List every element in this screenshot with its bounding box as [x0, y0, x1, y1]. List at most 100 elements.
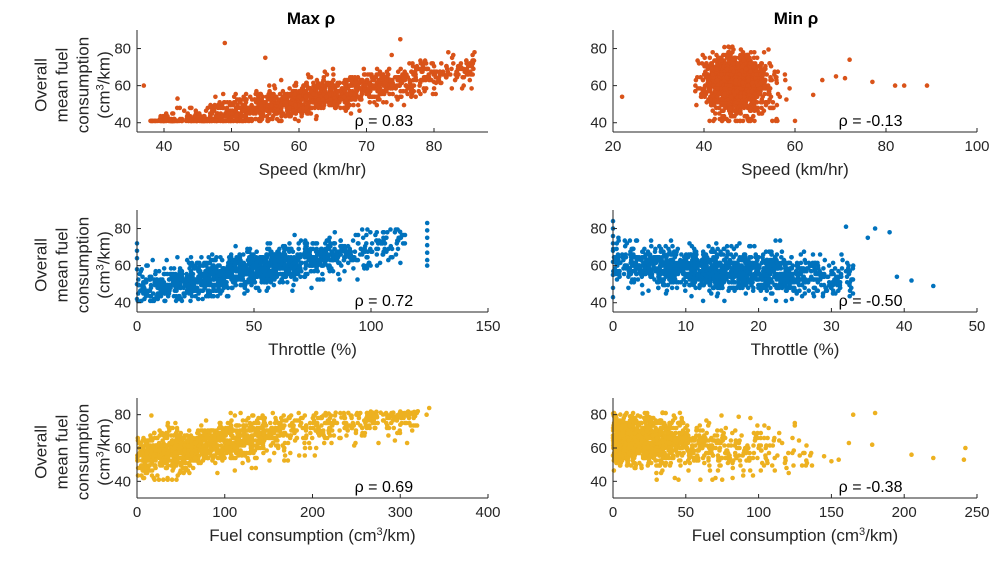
data-point [309, 285, 314, 291]
data-point [311, 80, 316, 86]
data-point [298, 238, 304, 243]
data-point [407, 83, 413, 88]
data-point [743, 66, 749, 72]
data-point [277, 91, 283, 97]
data-point [802, 285, 807, 291]
data-point [376, 77, 382, 83]
data-point [726, 118, 732, 124]
data-point [394, 75, 400, 80]
data-point [621, 271, 627, 277]
data-point [775, 69, 781, 74]
data-point [756, 91, 761, 97]
data-point [451, 61, 456, 66]
data-point [347, 254, 352, 260]
x-tick-label: 100 [358, 318, 383, 335]
data-point [285, 280, 290, 285]
data-point [431, 86, 437, 91]
data-point [354, 86, 359, 91]
data-point [253, 91, 258, 97]
data-point [833, 74, 839, 79]
data-point [212, 118, 218, 124]
data-point [144, 263, 149, 268]
data-point [714, 252, 720, 257]
data-point [332, 246, 337, 252]
data-point [699, 94, 705, 100]
data-point [472, 50, 477, 55]
data-point [252, 263, 257, 268]
data-point [619, 94, 625, 100]
data-point [727, 105, 733, 111]
data-point [168, 266, 174, 271]
data-point [381, 100, 386, 105]
data-point [416, 88, 422, 94]
data-point [711, 118, 716, 124]
data-point [403, 88, 409, 94]
y-tick-label: 60 [114, 78, 131, 95]
data-point [761, 50, 767, 55]
data-point [393, 86, 399, 91]
data-point [377, 97, 382, 102]
data-point [752, 50, 757, 55]
y-tick-label: 80 [114, 221, 131, 238]
data-point [792, 118, 798, 124]
data-point [327, 91, 332, 97]
data-point [254, 108, 260, 113]
data-point [426, 75, 432, 80]
data-point [431, 63, 437, 69]
data-point [202, 285, 207, 291]
data-point [161, 271, 167, 277]
y-tick-label: 40 [114, 115, 131, 132]
data-point [839, 274, 844, 280]
data-point [414, 77, 419, 83]
data-point [335, 88, 341, 94]
data-point [362, 266, 367, 271]
data-point [657, 263, 663, 268]
data-point [626, 285, 631, 291]
data-point [201, 263, 206, 268]
data-point [307, 254, 312, 260]
data-point [410, 63, 416, 69]
data-point [182, 282, 188, 288]
data-point [359, 91, 365, 97]
data-point [765, 91, 771, 97]
data-point [709, 61, 715, 66]
data-point [839, 266, 845, 271]
data-point [774, 80, 780, 86]
x-tick-label: 0 [133, 318, 141, 335]
data-point [742, 102, 748, 108]
data-point [261, 254, 266, 260]
data-point [170, 280, 176, 285]
data-point [356, 241, 361, 246]
data-point [140, 274, 145, 280]
data-point [197, 280, 202, 285]
data-point [351, 102, 356, 108]
data-point [271, 97, 277, 102]
data-point [161, 266, 167, 271]
data-point [211, 277, 217, 282]
data-point [738, 94, 743, 100]
data-point [287, 241, 292, 246]
data-point [297, 94, 302, 100]
data-point [172, 288, 178, 294]
data-point [299, 113, 304, 119]
data-point [789, 266, 795, 271]
data-point [737, 55, 742, 61]
data-point [186, 260, 192, 266]
data-point [322, 88, 328, 94]
data-point [331, 72, 336, 77]
data-point [302, 249, 308, 254]
data-point [722, 86, 728, 91]
data-point [224, 113, 229, 119]
data-point [163, 118, 169, 124]
data-point [158, 113, 163, 119]
data-point [369, 241, 375, 246]
data-point [364, 241, 369, 246]
data-point [193, 108, 199, 113]
data-point [640, 291, 645, 296]
data-point [244, 263, 249, 268]
data-point [213, 94, 218, 100]
data-point [381, 249, 386, 254]
data-point [265, 118, 271, 124]
data-point [706, 243, 711, 249]
